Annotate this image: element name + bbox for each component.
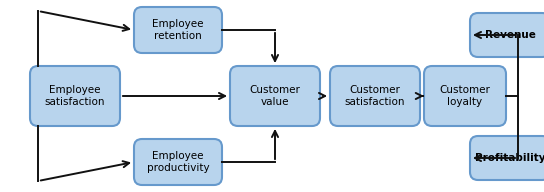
FancyBboxPatch shape (470, 13, 544, 57)
FancyBboxPatch shape (134, 7, 222, 53)
FancyBboxPatch shape (470, 136, 544, 180)
Text: Employee
satisfaction: Employee satisfaction (45, 85, 105, 107)
FancyBboxPatch shape (424, 66, 506, 126)
FancyBboxPatch shape (134, 139, 222, 185)
Text: Customer
satisfaction: Customer satisfaction (345, 85, 405, 107)
Text: Employee
productivity: Employee productivity (147, 151, 209, 173)
FancyBboxPatch shape (230, 66, 320, 126)
Text: Profitability: Profitability (475, 153, 544, 163)
Text: Customer
value: Customer value (250, 85, 300, 107)
Text: Employee
retention: Employee retention (152, 19, 204, 41)
FancyBboxPatch shape (330, 66, 420, 126)
Text: Revenue: Revenue (485, 30, 535, 40)
FancyBboxPatch shape (30, 66, 120, 126)
Text: Customer
loyalty: Customer loyalty (440, 85, 491, 107)
